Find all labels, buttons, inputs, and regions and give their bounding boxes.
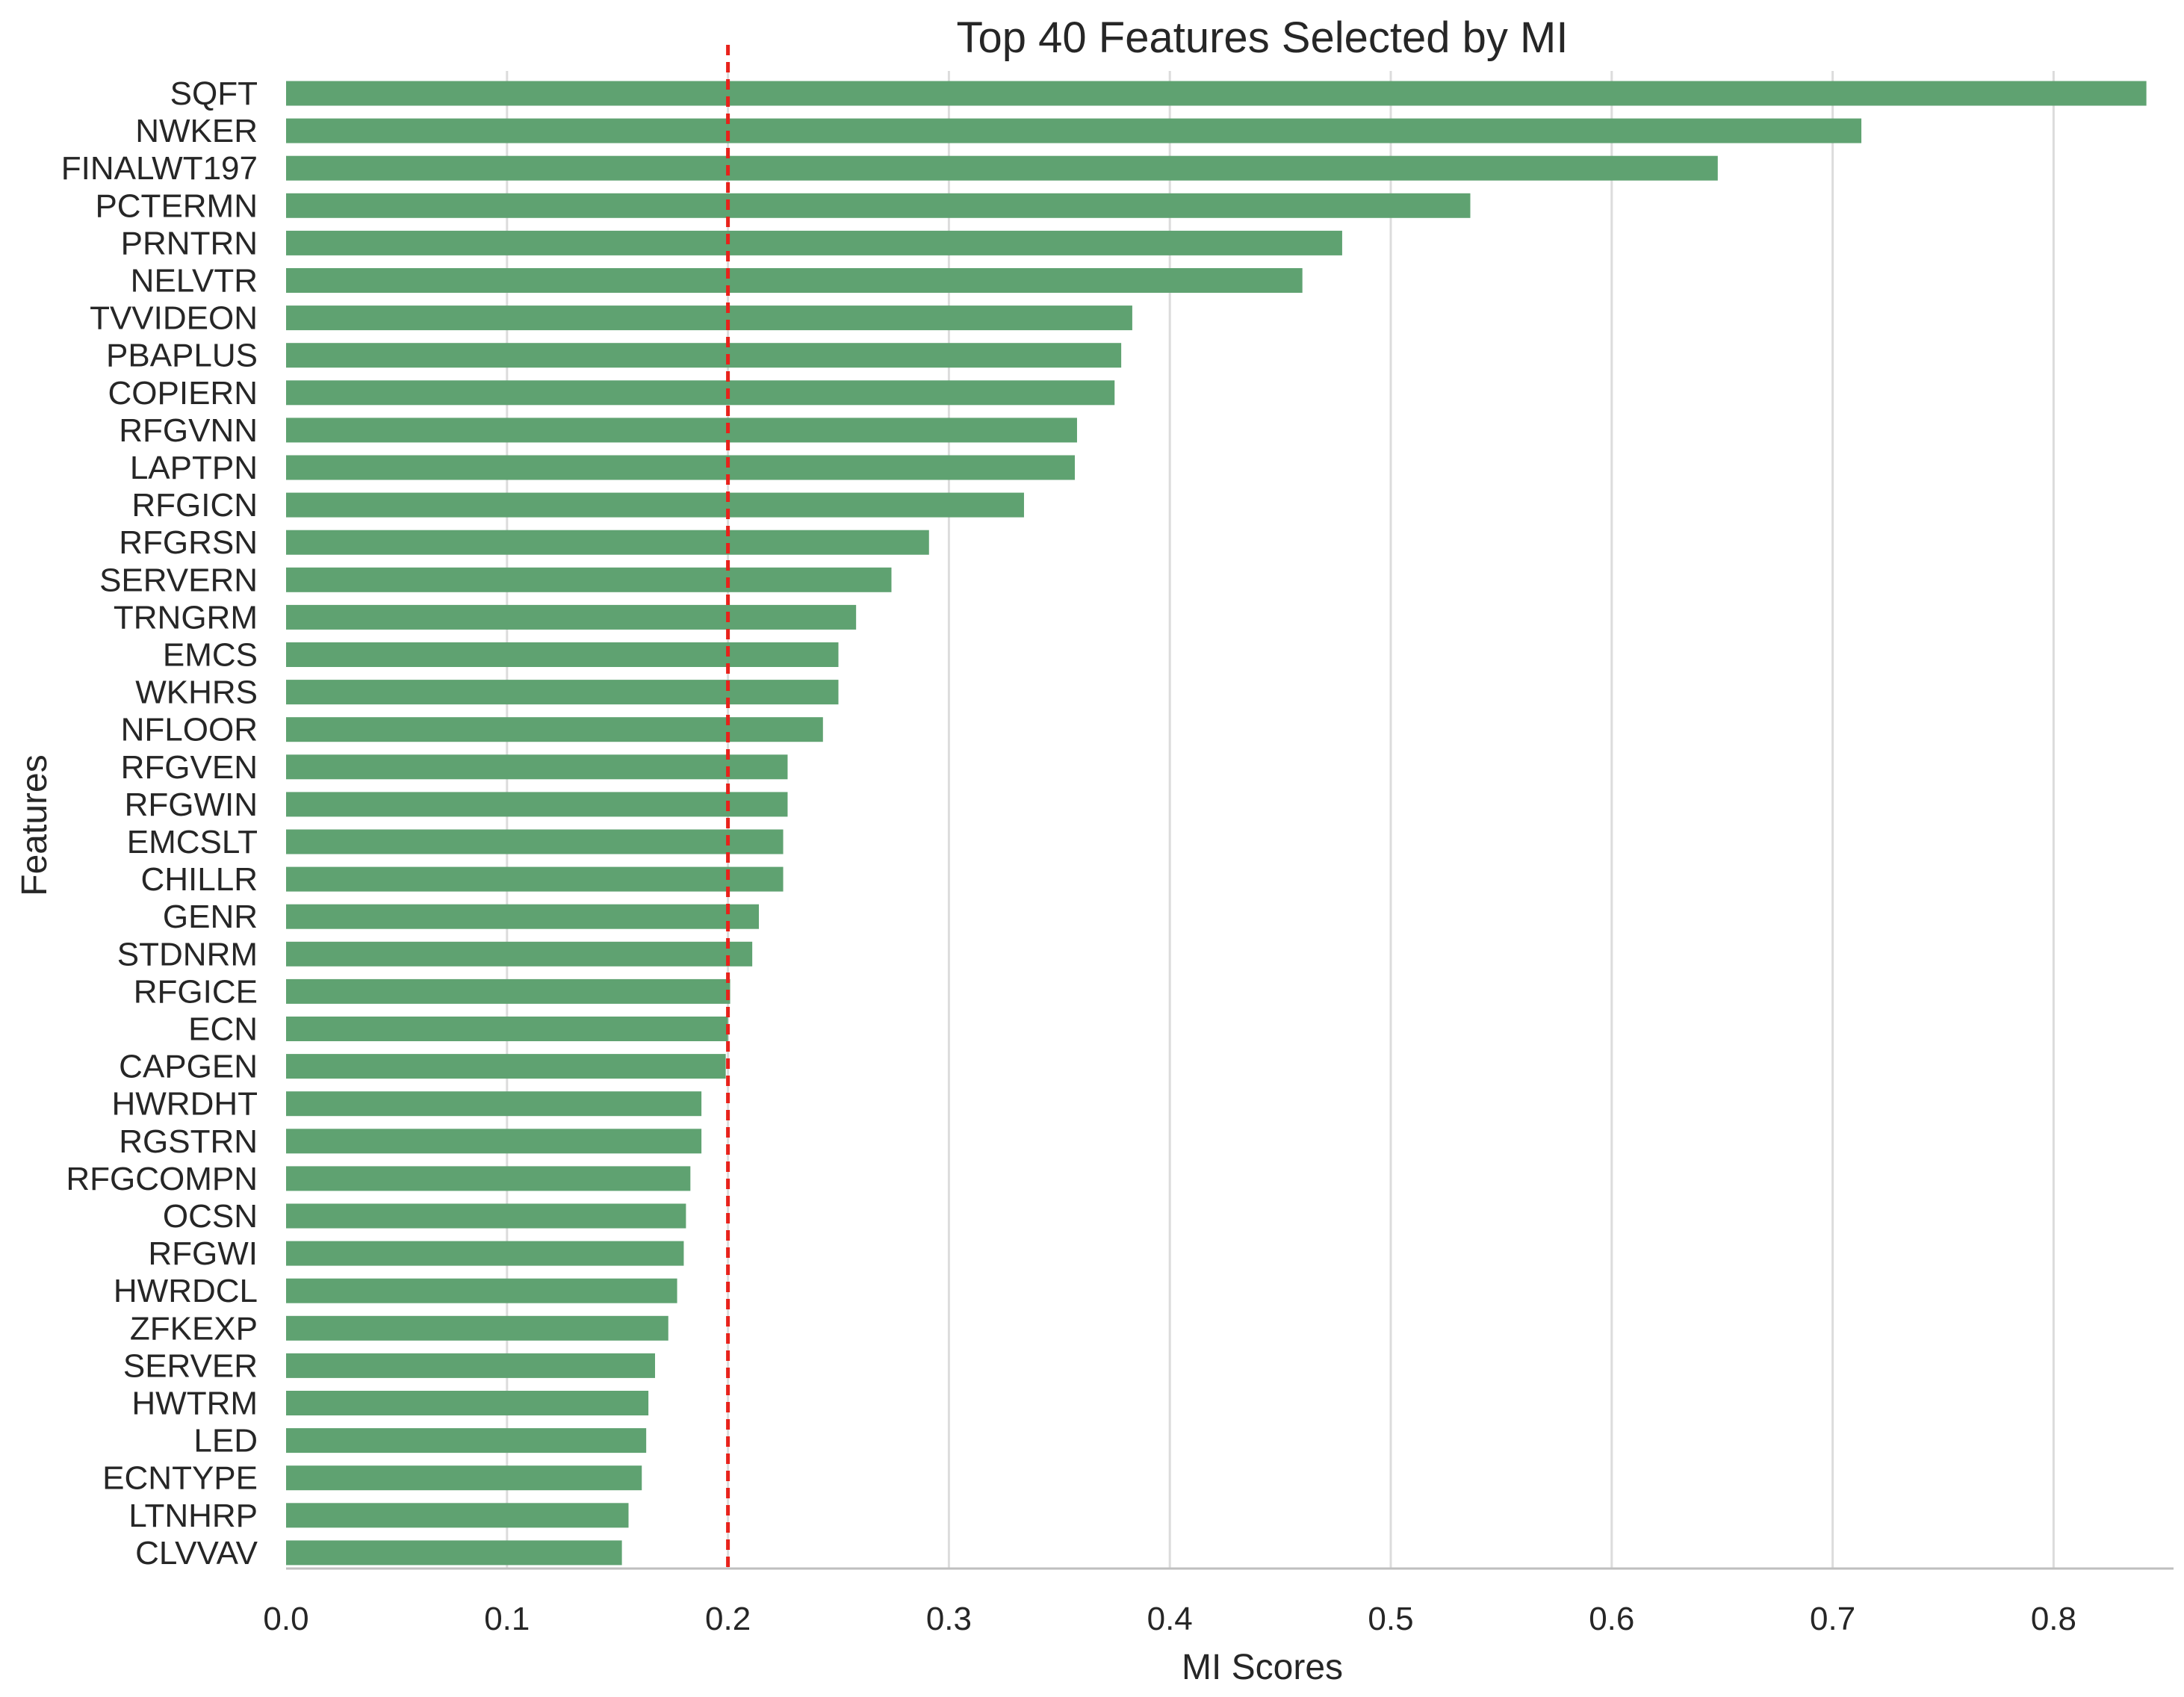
y-axis-label: Features	[15, 754, 55, 896]
y-tick-label: RFGICE	[134, 973, 258, 1010]
y-tick-label: HWRDCL	[114, 1273, 258, 1309]
bar-rfgrsn	[286, 530, 929, 555]
x-tick-label: 0.3	[926, 1601, 972, 1637]
y-tick-label: SERVERN	[99, 562, 258, 598]
bar-rfgcompn	[286, 1166, 691, 1191]
y-tick-label: CHILLR	[141, 861, 258, 898]
y-tick-label: RGSTRN	[119, 1123, 258, 1160]
bar-nwker	[286, 118, 1862, 143]
bar-pbaplus	[286, 343, 1122, 368]
y-tick-label: HWTRM	[131, 1386, 258, 1422]
bar-emcs	[286, 642, 839, 667]
y-tick-label: COPIERN	[108, 375, 258, 412]
bar-wkhrs	[286, 680, 839, 705]
x-tick-label: 0.8	[2031, 1601, 2076, 1637]
bar-trngrm	[286, 604, 857, 630]
bar-laptpn	[286, 455, 1076, 480]
x-tick-label: 0.6	[1589, 1601, 1634, 1637]
x-axis-label: MI Scores	[1182, 1648, 1343, 1687]
y-tick-label: RFGICN	[131, 487, 258, 524]
chart-title: Top 40 Features Selected by MI	[957, 13, 1569, 62]
y-tick-label: PBAPLUS	[106, 338, 258, 374]
y-tick-label: FINALWT197	[61, 150, 258, 187]
bar-rfgwin	[286, 792, 788, 817]
y-tick-label: PCTERMN	[95, 187, 258, 224]
y-tick-label: OCSN	[163, 1198, 258, 1235]
y-tick-label: NFLOOR	[121, 712, 258, 748]
y-tick-labels: SQFTNWKERFINALWT197PCTERMNPRNTRNNELVTRTV…	[61, 75, 258, 1572]
bar-ltnhrp	[286, 1503, 629, 1528]
x-tick-label: 0.4	[1147, 1601, 1193, 1637]
y-tick-label: RFGWIN	[125, 787, 258, 823]
bar-sqft	[286, 81, 2147, 106]
y-tick-label: EMCS	[163, 637, 258, 674]
bars	[286, 81, 2147, 1566]
bar-hwtrm	[286, 1391, 649, 1415]
bar-nelvtr	[286, 268, 1303, 293]
y-tick-label: RFGRSN	[119, 524, 258, 561]
bar-chillr	[286, 866, 784, 892]
bar-rfgicn	[286, 492, 1024, 518]
y-tick-label: SQFT	[170, 75, 258, 112]
x-tick-label: 0.2	[705, 1601, 751, 1637]
bar-clvvav	[286, 1540, 622, 1566]
bar-prntrn	[286, 230, 1342, 255]
bar-hwrdht	[286, 1091, 702, 1117]
bar-rfgven	[286, 754, 788, 780]
y-tick-label: CAPGEN	[119, 1049, 258, 1085]
bar-server	[286, 1353, 655, 1378]
bar-tvvideon	[286, 305, 1132, 331]
y-tick-label: SERVER	[123, 1347, 258, 1384]
y-tick-label: LED	[193, 1423, 258, 1459]
y-tick-label: RFGCOMPN	[66, 1161, 258, 1197]
y-tick-label: ECNTYPE	[102, 1460, 258, 1497]
y-tick-label: ECN	[188, 1011, 258, 1048]
y-tick-label: TRNGRM	[114, 599, 258, 636]
y-tick-label: RFGVEN	[121, 749, 258, 786]
y-tick-label: EMCSLT	[127, 824, 258, 860]
x-tick-labels: 0.0 0.1 0.2 0.3 0.4 0.5 0.6 0.7 0.8	[263, 1601, 2076, 1637]
y-tick-label: ZFKEXP	[130, 1310, 258, 1347]
bar-genr	[286, 904, 760, 929]
y-tick-label: RFGVNN	[119, 412, 258, 449]
y-tick-label: GENR	[163, 899, 258, 935]
bar-finalwt197	[286, 155, 1718, 181]
bar-stdnrm	[286, 941, 753, 967]
y-tick-label: TVVIDEON	[90, 300, 258, 337]
bar-led	[286, 1428, 647, 1454]
y-tick-label: WKHRS	[135, 674, 258, 711]
bar-hwrdcl	[286, 1278, 677, 1303]
bar-servern	[286, 567, 892, 592]
bar-capgen	[286, 1054, 726, 1079]
bar-rfgvnn	[286, 418, 1077, 443]
bar-pctermn	[286, 193, 1471, 218]
y-tick-label: NELVTR	[131, 263, 258, 300]
bar-rgstrn	[286, 1129, 702, 1154]
bar-ocsn	[286, 1203, 686, 1229]
bar-zfkexp	[286, 1315, 668, 1341]
bar-copiern	[286, 380, 1115, 406]
bar-nfloor	[286, 717, 823, 742]
y-tick-label: LTNHRP	[128, 1498, 258, 1534]
y-tick-label: PRNTRN	[121, 225, 258, 261]
bar-ecntype	[286, 1465, 642, 1491]
bar-rfgwi	[286, 1241, 684, 1266]
bar-rfgice	[286, 978, 730, 1004]
bar-ecn	[286, 1017, 728, 1041]
y-tick-label: NWKER	[135, 113, 258, 149]
y-tick-label: CLVVAV	[135, 1535, 258, 1572]
x-tick-label: 0.5	[1368, 1601, 1413, 1637]
y-tick-label: STDNRM	[117, 936, 258, 972]
x-tick-label: 0.1	[484, 1601, 530, 1637]
y-tick-label: HWRDHT	[111, 1086, 258, 1123]
x-tick-label: 0.7	[1810, 1601, 1855, 1637]
x-tick-label: 0.0	[263, 1601, 308, 1637]
y-tick-label: RFGWI	[148, 1235, 258, 1272]
y-tick-label: LAPTPN	[130, 450, 258, 486]
bar-emcslt	[286, 829, 784, 854]
